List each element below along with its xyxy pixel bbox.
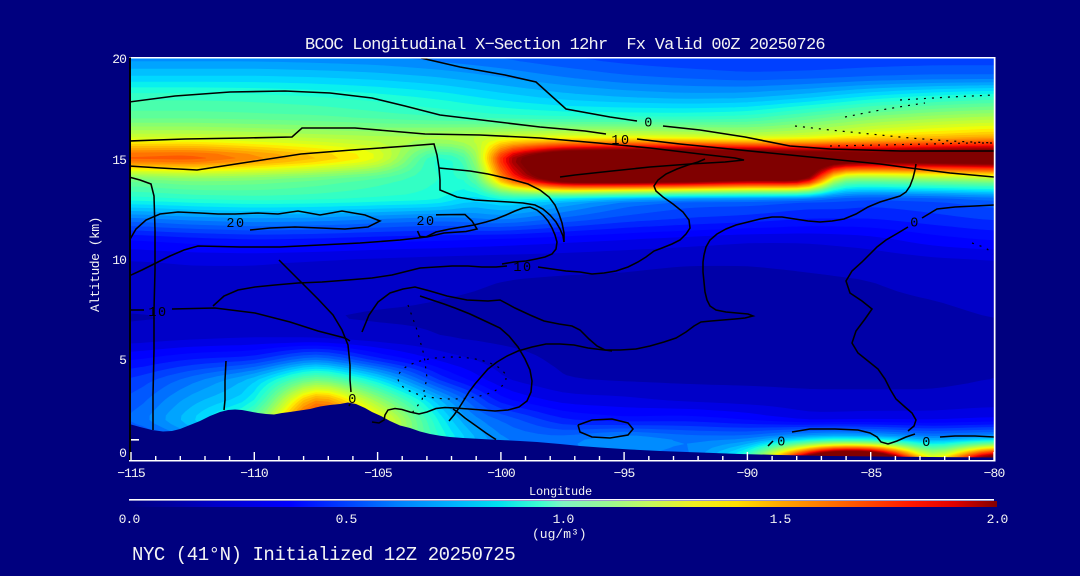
svg-text:20: 20 <box>226 217 245 232</box>
svg-text:0: 0 <box>644 117 654 132</box>
svg-text:10: 10 <box>611 134 630 149</box>
svg-text:0: 0 <box>348 393 358 408</box>
svg-text:10: 10 <box>148 306 167 321</box>
svg-text:0: 0 <box>922 436 932 451</box>
svg-text:10: 10 <box>513 261 532 276</box>
svg-text:20: 20 <box>416 215 435 230</box>
svg-text:0: 0 <box>910 217 920 232</box>
svg-text:0: 0 <box>777 436 787 451</box>
